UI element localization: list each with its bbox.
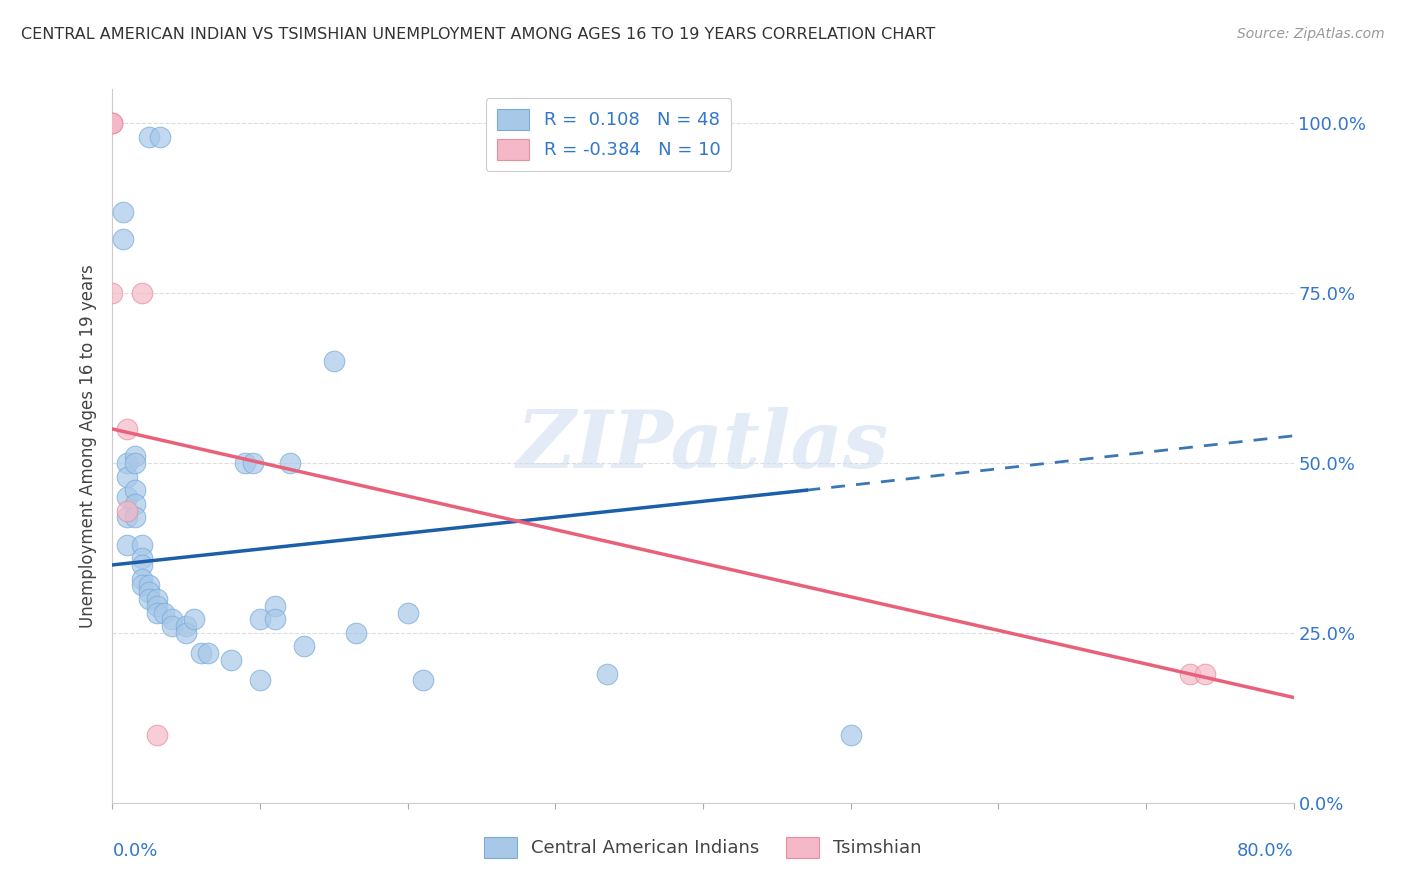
Point bbox=[131, 537, 153, 551]
Point bbox=[153, 606, 176, 620]
Point bbox=[146, 728, 169, 742]
Point bbox=[242, 456, 264, 470]
Point bbox=[183, 612, 205, 626]
Point bbox=[146, 599, 169, 613]
Point bbox=[131, 558, 153, 572]
Point bbox=[117, 537, 138, 551]
Point bbox=[101, 116, 124, 130]
Point bbox=[396, 606, 419, 620]
Text: 80.0%: 80.0% bbox=[1237, 842, 1294, 860]
Point bbox=[101, 116, 124, 130]
Point bbox=[219, 653, 242, 667]
Point bbox=[117, 510, 138, 524]
Point bbox=[138, 585, 160, 599]
Point bbox=[117, 490, 138, 504]
Point bbox=[146, 606, 169, 620]
Point bbox=[839, 728, 862, 742]
Point bbox=[124, 497, 146, 511]
Point bbox=[411, 673, 433, 688]
Point bbox=[160, 612, 183, 626]
Point bbox=[117, 456, 138, 470]
Point bbox=[174, 626, 197, 640]
Text: ZIPatlas: ZIPatlas bbox=[517, 408, 889, 484]
Point bbox=[174, 619, 197, 633]
Point bbox=[146, 591, 169, 606]
Point bbox=[124, 510, 146, 524]
Text: Source: ZipAtlas.com: Source: ZipAtlas.com bbox=[1237, 27, 1385, 41]
Point bbox=[138, 578, 160, 592]
Point bbox=[131, 551, 153, 566]
Point bbox=[249, 612, 271, 626]
Point bbox=[117, 503, 138, 517]
Point bbox=[323, 354, 346, 368]
Point bbox=[278, 456, 301, 470]
Point bbox=[1178, 666, 1201, 681]
Point bbox=[149, 129, 172, 144]
Point bbox=[292, 640, 315, 654]
Point bbox=[124, 456, 146, 470]
Point bbox=[124, 483, 146, 498]
Text: CENTRAL AMERICAN INDIAN VS TSIMSHIAN UNEMPLOYMENT AMONG AGES 16 TO 19 YEARS CORR: CENTRAL AMERICAN INDIAN VS TSIMSHIAN UNE… bbox=[21, 27, 935, 42]
Point bbox=[131, 578, 153, 592]
Point bbox=[190, 646, 212, 660]
Point bbox=[101, 116, 124, 130]
Point bbox=[131, 572, 153, 586]
Point bbox=[197, 646, 219, 660]
Point bbox=[596, 666, 619, 681]
Point bbox=[111, 204, 134, 219]
Point bbox=[138, 129, 160, 144]
Point bbox=[111, 232, 134, 246]
Legend: Central American Indians, Tsimshian: Central American Indians, Tsimshian bbox=[477, 830, 929, 865]
Point bbox=[344, 626, 367, 640]
Point bbox=[264, 612, 287, 626]
Point bbox=[233, 456, 256, 470]
Point bbox=[124, 449, 146, 463]
Text: 0.0%: 0.0% bbox=[112, 842, 157, 860]
Y-axis label: Unemployment Among Ages 16 to 19 years: Unemployment Among Ages 16 to 19 years bbox=[79, 264, 97, 628]
Point bbox=[117, 422, 138, 436]
Point bbox=[138, 591, 160, 606]
Point bbox=[264, 599, 287, 613]
Point bbox=[117, 469, 138, 483]
Point bbox=[131, 286, 153, 301]
Point bbox=[1194, 666, 1216, 681]
Point bbox=[160, 619, 183, 633]
Point bbox=[249, 673, 271, 688]
Point bbox=[101, 286, 124, 301]
